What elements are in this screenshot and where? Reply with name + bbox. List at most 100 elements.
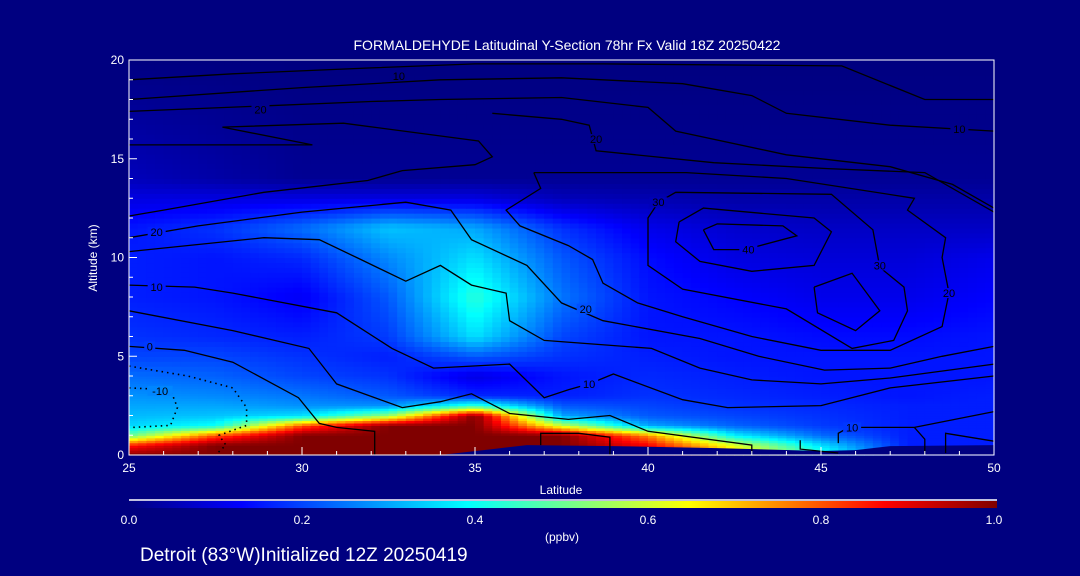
heat-cell [648,371,658,377]
heat-cell [388,390,398,394]
heat-cell [976,361,986,367]
heat-cell [293,380,303,385]
heat-cell [708,297,718,303]
heat-cell [137,326,147,333]
heat-cell [319,292,329,298]
heat-cell [535,341,545,347]
heat-cell [129,405,139,409]
heat-cell [622,408,632,412]
heat-cell [267,420,277,424]
heat-cell [276,427,286,431]
heat-cell [198,287,208,293]
heat-cell [198,393,208,397]
heat-cell [544,403,554,407]
heat-cell [682,395,692,399]
heat-cell [129,326,139,333]
heat-cell [717,366,727,372]
heat-cell [180,413,191,417]
heat-cell [215,395,225,399]
heat-cell [345,415,355,419]
heat-cell [310,440,320,444]
heat-cell [578,297,589,303]
heat-cell [500,351,511,357]
heat-cell [959,410,969,414]
heat-cell [336,415,346,419]
heat-cell [353,398,364,402]
heat-cell [198,427,208,431]
heat-cell [431,336,441,343]
heat-cell [284,376,294,380]
heat-cell [604,356,614,362]
heat-cell [276,395,286,399]
heat-cell [431,385,441,389]
heat-cell [232,447,243,451]
heat-cell [561,413,571,417]
heat-cell [942,408,952,412]
heat-cell [206,422,217,426]
heat-cell [630,420,640,424]
heat-cell [630,356,640,362]
heat-cell [673,442,684,446]
heat-cell [604,321,614,328]
heat-cell [475,321,485,328]
heat-cell [327,400,338,404]
heat-cell [319,430,329,434]
heat-cell [561,395,571,399]
heat-cell [985,371,995,377]
heat-cell [492,301,502,308]
heat-cell [353,388,364,392]
heat-cell [414,408,424,412]
heat-cell [829,388,839,392]
heat-cell [890,440,900,444]
heat-cell [388,316,398,323]
heat-cell [388,385,398,389]
heat-cell [656,403,666,407]
heat-cell [872,292,883,298]
heat-cell [310,341,320,347]
heat-cell [509,442,519,446]
heat-cell [250,442,260,446]
heat-cell [492,427,502,431]
heat-cell [518,378,528,382]
heat-cell [786,435,796,439]
heat-cell [795,316,805,323]
heat-cell [475,442,485,446]
heat-cell [206,361,217,367]
heat-cell [717,311,727,318]
heat-cell [414,311,424,318]
heat-cell [535,408,545,412]
heat-cell [146,410,156,414]
heat-cell [172,445,182,449]
heat-cell [362,383,372,387]
heat-cell [916,341,926,347]
heat-cell [933,427,943,431]
heat-cell [881,432,891,436]
heat-cell [544,440,554,444]
heat-cell [457,331,467,338]
heat-cell [665,292,675,298]
heat-cell [933,398,943,402]
heat-cell [916,442,926,446]
heat-cell [708,398,718,402]
heat-cell [198,420,208,424]
heat-cell [440,430,450,434]
heat-cell [362,447,372,451]
heat-cell [855,435,865,439]
heat-cell [648,427,658,431]
heat-cell [509,321,519,328]
heat-cell [310,408,320,412]
heat-cell [751,376,762,380]
heat-cell [198,410,208,414]
heat-cell [388,393,398,397]
heat-cell [665,321,675,328]
heat-cell [388,417,398,422]
heat-cell [691,351,701,357]
heat-cell [648,400,658,404]
heat-cell [457,430,467,434]
heat-cell [708,410,718,414]
heat-cell [682,336,692,343]
heat-cell [509,425,519,429]
heat-cell [336,393,346,397]
heat-cell [777,378,787,382]
heat-cell [526,398,537,402]
